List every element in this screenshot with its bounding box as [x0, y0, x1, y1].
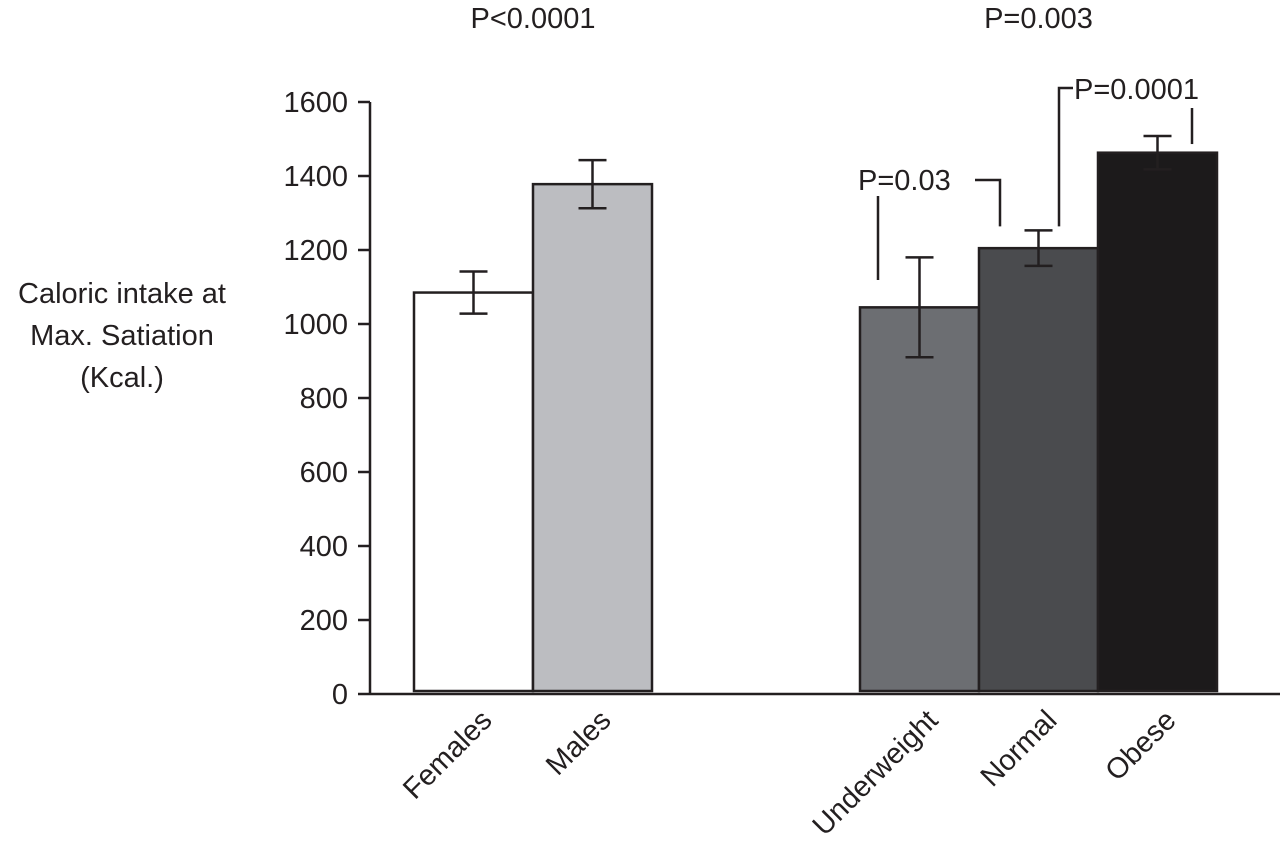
- group-pvalues: P<0.0001 P=0.003: [471, 3, 1093, 35]
- category-label-males: Males: [540, 704, 617, 781]
- y-tick-label: 400: [300, 531, 348, 563]
- y-tick-label: 1200: [283, 235, 348, 267]
- group-pvalue-label: P=0.003: [984, 3, 1093, 35]
- y-axis-label-line: (Kcal.): [80, 362, 164, 394]
- pairwise-pvalue-label: P=0.03: [858, 165, 951, 197]
- bar-normal: [977, 246, 1100, 693]
- y-tick-label: 1600: [283, 87, 348, 119]
- category-label-females: Females: [397, 704, 498, 805]
- y-tick-label: 600: [300, 457, 348, 489]
- y-axis-label-line: Caloric intake at: [18, 278, 226, 310]
- category-labels: Females Males Underweight Normal Obese: [397, 704, 1182, 842]
- bar-females: [412, 291, 535, 693]
- y-tick-label: 200: [300, 605, 348, 637]
- bracket-right-leg: [975, 178, 1002, 227]
- category-label-normal: Normal: [975, 704, 1064, 793]
- bars: [412, 151, 1219, 693]
- group-pvalue-label: P<0.0001: [471, 3, 596, 35]
- category-label-obese: Obese: [1099, 704, 1182, 787]
- bar-males: [531, 182, 654, 693]
- y-tick-label: 1400: [283, 161, 348, 193]
- y-tick-label: 1000: [283, 309, 348, 341]
- bar-obese: [1096, 151, 1219, 693]
- y-tick-label: 800: [300, 383, 348, 415]
- y-axis-label-line: Max. Satiation: [30, 320, 214, 352]
- y-ticks: 0 200 400 600 800 1000 1200 1400 1600: [283, 87, 370, 711]
- category-label-underweight: Underweight: [807, 704, 945, 842]
- y-tick-label: 0: [332, 679, 348, 711]
- bracket-left-leg: [1057, 86, 1073, 227]
- pairwise-pvalue-label: P=0.0001: [1074, 74, 1199, 106]
- error-bars: [459, 134, 1172, 359]
- bar-underweight: [858, 306, 981, 693]
- y-axis-label: Caloric intake at Max. Satiation (Kcal.): [18, 278, 226, 394]
- pairwise-annotations: P=0.03 P=0.0001: [858, 74, 1199, 280]
